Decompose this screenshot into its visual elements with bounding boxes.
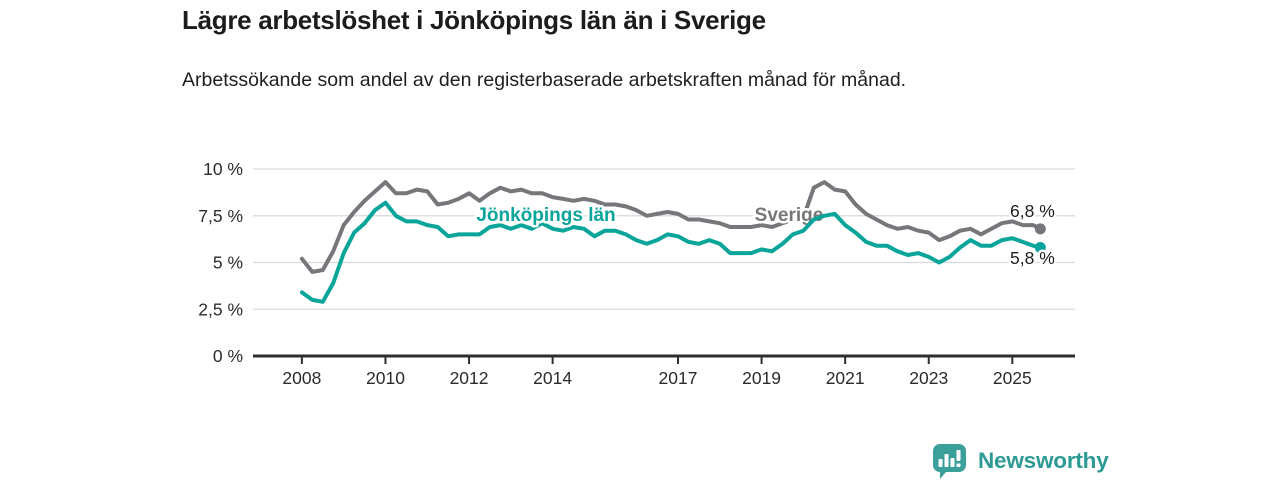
series-end-dot	[1034, 223, 1046, 235]
series-inline-label: Jönköpings län	[476, 205, 615, 226]
series-end-value-label: 5,8 %	[1010, 248, 1055, 268]
series-end-value-label: 6,8 %	[1010, 201, 1055, 221]
x-tick-label: 2010	[366, 368, 405, 388]
y-tick-label: 10 %	[203, 159, 243, 179]
y-tick-label: 7,5 %	[198, 206, 243, 226]
x-tick-label: 2017	[659, 368, 698, 388]
logo-bars	[938, 450, 961, 467]
bar-chart-speech-bubble-icon	[933, 444, 966, 479]
series-j-nk-pings-l-n: Jönköpings län 5,8 %	[299, 200, 1057, 304]
x-tick-label: 2019	[742, 368, 781, 388]
newsworthy-wordmark: Newsworthy	[978, 448, 1109, 473]
x-tick-label: 2025	[993, 368, 1032, 388]
x-tick-label: 2021	[826, 368, 865, 388]
y-tick-label: 2,5 %	[198, 299, 243, 319]
gridlines	[253, 168, 1075, 358]
series-line	[299, 180, 1043, 274]
x-tick-label: 2008	[282, 368, 321, 388]
speech-bubble-shape	[933, 444, 966, 479]
x-tick-label: 2023	[909, 368, 948, 388]
x-tick-label: 2012	[450, 368, 489, 388]
y-tick-label: 5 %	[213, 253, 243, 273]
x-axis: 2008 2010 2012 2014 2017 2019 2021 2023 2025	[282, 356, 1032, 388]
x-tick-label: 2014	[533, 368, 572, 388]
series-line	[299, 200, 1043, 304]
series-sverige: Sverige 6,8 %	[299, 180, 1057, 274]
newsworthy-logo[interactable]: Newsworthy	[930, 442, 1109, 480]
series-inline-label: Sverige	[755, 205, 824, 226]
chart-title: Lägre arbetslöshet i Jönköpings län än i…	[182, 5, 766, 35]
series-end-dot	[1034, 242, 1046, 254]
y-tick-label: 0 %	[213, 346, 243, 366]
y-axis-labels: 10 % 7,5 % 5 % 2,5 % 0 %	[198, 159, 243, 366]
chart-subtitle: Arbetssökande som andel av den registerb…	[182, 69, 907, 91]
